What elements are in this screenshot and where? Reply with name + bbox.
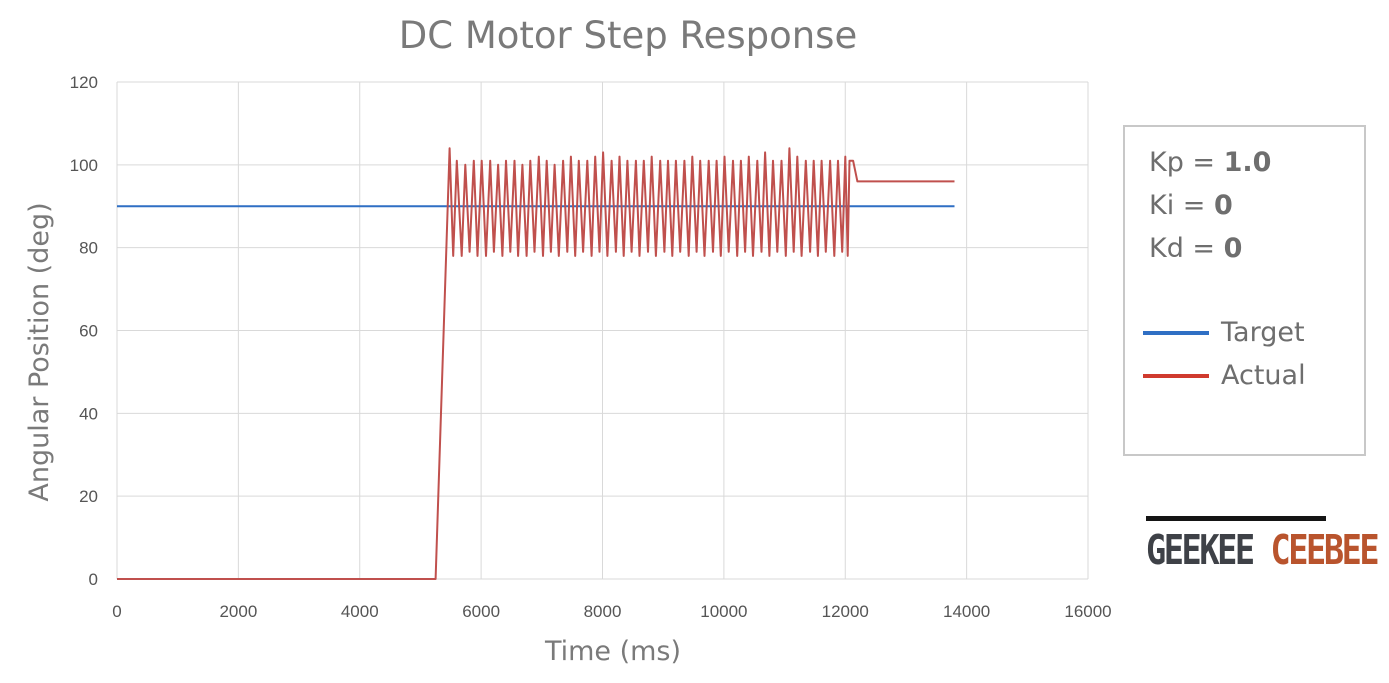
legend-swatch-target [1143,330,1209,335]
series-lines [117,147,955,580]
legend-label-actual: Actual [1221,360,1306,391]
x-tick-label: 2000 [219,602,257,621]
param-kp: Kp = 1.0 [1149,147,1271,178]
logo-text: GEEKEE CEEBEE [1146,530,1380,571]
legend-swatch-actual [1143,373,1209,378]
y-tick-label: 100 [70,156,98,175]
param-ki-value: 0 [1214,190,1233,221]
y-tick-label: 80 [79,239,98,258]
tick-labels: 0 2000 4000 6000 8000 10000 12000 14000 16000 0 20… [70,73,1112,621]
y-tick-label: 20 [79,487,98,506]
param-kp-value: 1.0 [1223,147,1272,178]
x-tick-label: 12000 [822,602,869,621]
legend-label-target: Target [1221,317,1305,348]
x-tick-label: 14000 [943,602,990,621]
param-ki: Ki = 0 [1149,190,1233,221]
param-kd-label: Kd = [1149,233,1224,264]
y-axis-title: Angular Position (deg) [24,202,55,501]
y-tick-label: 0 [89,570,98,589]
param-kd: Kd = 0 [1149,233,1242,264]
series-line-actual [117,147,955,580]
brand-logo: GEEKEE CEEBEE [1146,516,1380,588]
legend-entry-target: Target [1143,317,1305,348]
x-tick-label: 6000 [462,602,500,621]
param-kp-label: Kp = [1149,147,1224,178]
param-ki-label: Ki = [1149,190,1214,221]
x-axis-title: Time (ms) [544,636,681,667]
legend-entry-actual: Actual [1143,360,1306,391]
x-tick-label: 10000 [700,602,747,621]
y-tick-label: 60 [79,322,98,341]
chart-title: DC Motor Step Response [398,14,858,57]
logo-bar [1146,516,1326,521]
legend-box: Kp = 1.0 Ki = 0 Kd = 0 Target Actual [1123,125,1366,456]
logo-word-2: CEEBEE [1270,526,1379,574]
logo-word-1: GEEKEE [1146,526,1255,574]
y-tick-label: 40 [79,404,98,423]
x-tick-label: 16000 [1064,602,1111,621]
x-tick-label: 0 [112,602,121,621]
x-tick-label: 8000 [584,602,622,621]
x-tick-label: 4000 [341,602,379,621]
param-kd-value: 0 [1223,233,1243,264]
y-tick-label: 120 [70,73,98,92]
